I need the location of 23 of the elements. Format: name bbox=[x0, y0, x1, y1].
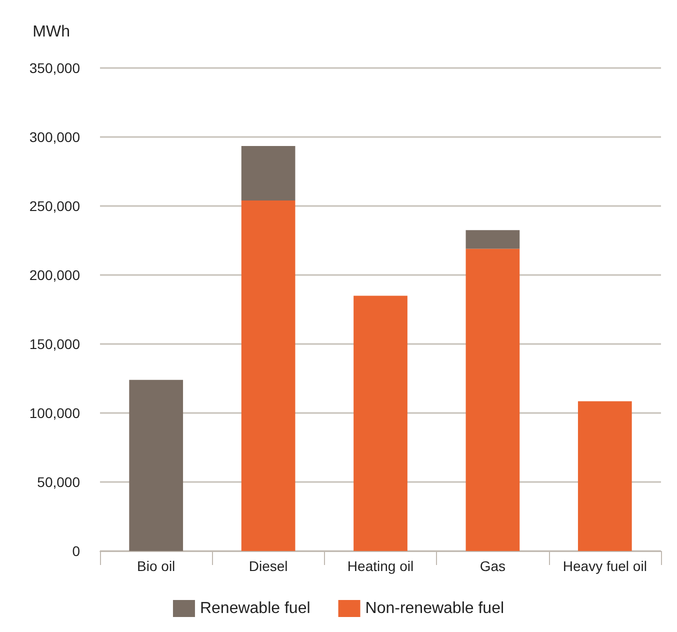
x-tick-label: Heating oil bbox=[347, 558, 414, 574]
y-tick-label: 100,000 bbox=[29, 405, 80, 421]
x-tick-label: Gas bbox=[480, 558, 506, 574]
y-tick-label: 250,000 bbox=[29, 198, 80, 214]
bar bbox=[466, 248, 520, 551]
bar bbox=[129, 380, 184, 551]
x-tick-label: Diesel bbox=[248, 558, 288, 574]
y-tick-label: 200,000 bbox=[29, 267, 80, 283]
y-tick-label: 150,000 bbox=[29, 336, 80, 352]
x-tick-label: Bio oil bbox=[137, 558, 176, 574]
legend-label: Renewable fuel bbox=[200, 600, 310, 617]
x-tick-label: Heavy fuel oil bbox=[562, 558, 647, 574]
y-tick-label: 350,000 bbox=[29, 60, 80, 76]
bar bbox=[466, 230, 520, 249]
y-tick-label: 50,000 bbox=[37, 474, 80, 490]
y-tick-label: 0 bbox=[72, 543, 80, 559]
bar bbox=[241, 146, 296, 200]
y-tick-label: 300,000 bbox=[29, 129, 80, 145]
y-axis-title: MWh bbox=[32, 24, 70, 40]
legend-label: Non-renewable fuel bbox=[365, 600, 504, 617]
bar bbox=[354, 296, 408, 551]
bar bbox=[241, 200, 296, 551]
bar bbox=[578, 401, 632, 551]
